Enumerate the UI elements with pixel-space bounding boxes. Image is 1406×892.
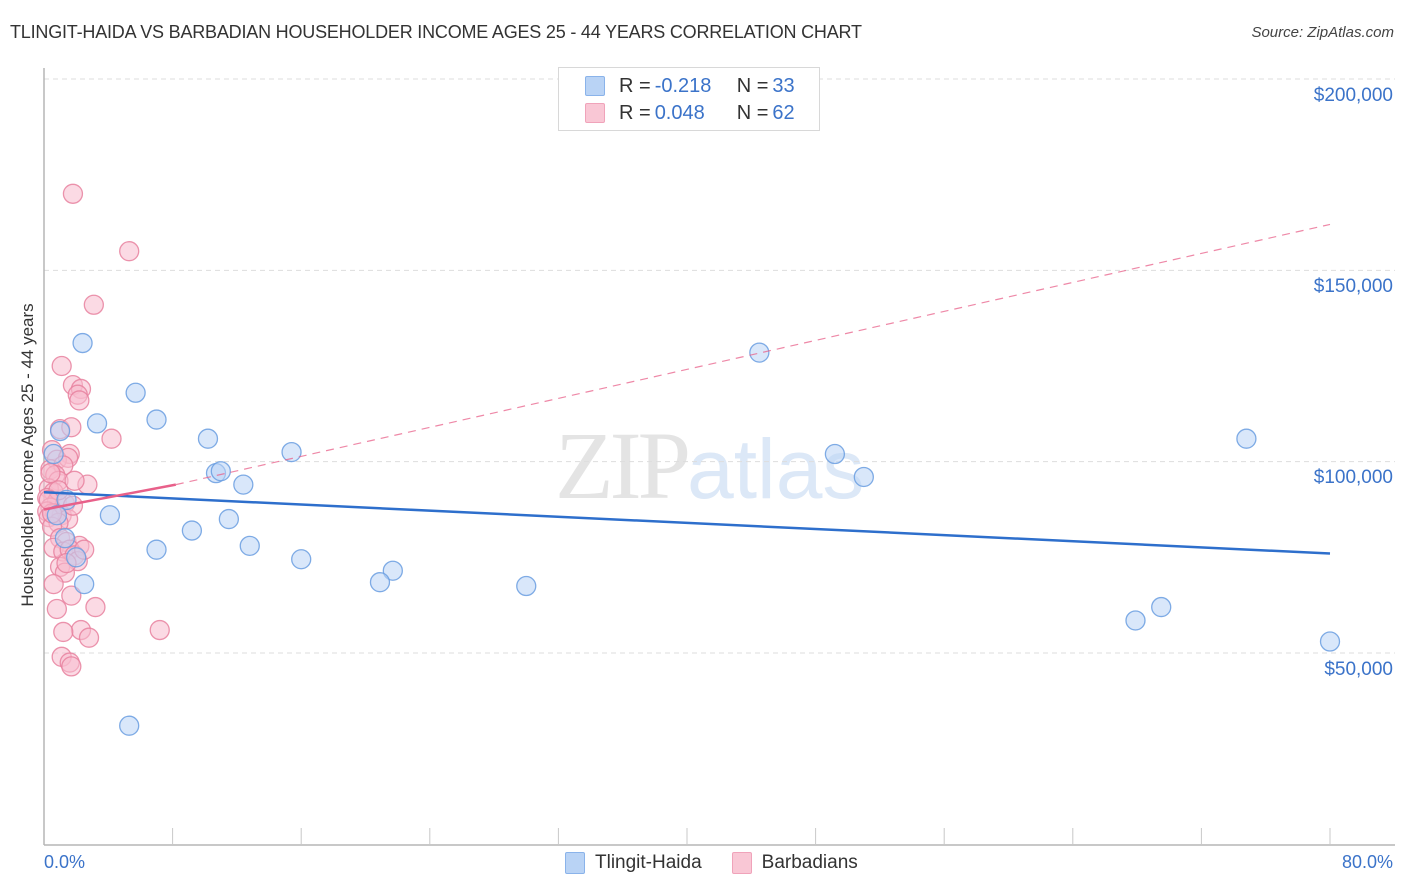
- data-point[interactable]: [382, 560, 403, 581]
- data-point[interactable]: [749, 342, 770, 363]
- data-point[interactable]: [853, 466, 874, 488]
- legend-row-barbadians: R = 0.048 N = 62: [585, 101, 795, 125]
- y-tick-200k: $200,000: [1313, 85, 1393, 106]
- data-point[interactable]: [83, 294, 104, 315]
- trend-lines: [43, 223, 1331, 555]
- x-tick-max: 80.0%: [1341, 852, 1393, 872]
- data-point[interactable]: [146, 409, 167, 430]
- data-point[interactable]: [49, 420, 71, 442]
- n-label: N =: [736, 101, 769, 124]
- data-point[interactable]: [53, 621, 74, 643]
- y-tick-50k: $50,000: [1324, 659, 1393, 680]
- data-point[interactable]: [86, 413, 108, 434]
- data-point[interactable]: [1236, 428, 1257, 449]
- data-point[interactable]: [46, 505, 68, 526]
- legend-item-tlingit-haida[interactable]: Tlingit-Haida: [565, 852, 702, 874]
- data-point[interactable]: [99, 505, 121, 526]
- data-point[interactable]: [62, 183, 84, 204]
- r-value: 0.048: [654, 101, 705, 124]
- data-point[interactable]: [516, 575, 537, 597]
- data-point[interactable]: [1125, 610, 1146, 631]
- data-point[interactable]: [369, 572, 391, 593]
- legend-label: Tlingit-Haida: [595, 852, 702, 873]
- x-tick-min: 0.0%: [44, 852, 86, 872]
- source-label: Source: ZipAtlas.com: [1251, 24, 1394, 41]
- n-value: 62: [772, 101, 795, 124]
- data-point[interactable]: [66, 547, 87, 568]
- data-point[interactable]: [61, 656, 82, 677]
- data-point[interactable]: [197, 428, 219, 449]
- data-point[interactable]: [69, 390, 90, 411]
- series-legend: Tlingit-Haida Barbadians: [565, 852, 888, 874]
- data-point[interactable]: [125, 382, 146, 403]
- data-point[interactable]: [239, 535, 260, 557]
- n-label: N =: [736, 74, 769, 97]
- data-point[interactable]: [233, 474, 254, 495]
- data-point[interactable]: [72, 332, 93, 354]
- data-point[interactable]: [54, 528, 76, 549]
- data-point[interactable]: [181, 520, 203, 541]
- legend-item-barbadians[interactable]: Barbadians: [731, 852, 858, 874]
- data-point[interactable]: [43, 573, 64, 595]
- data-point[interactable]: [149, 619, 170, 641]
- blue-swatch-icon: [585, 76, 605, 96]
- axes: [43, 68, 1395, 846]
- data-point[interactable]: [61, 585, 82, 606]
- data-point[interactable]: [119, 241, 140, 262]
- data-point[interactable]: [43, 443, 64, 465]
- pink-swatch-icon: [731, 852, 752, 874]
- tlingit-haida-points: [43, 332, 1341, 736]
- n-value: 33: [772, 74, 795, 97]
- data-point[interactable]: [85, 596, 106, 618]
- r-label: R =: [619, 101, 651, 124]
- data-point[interactable]: [281, 441, 302, 463]
- data-point[interactable]: [46, 598, 68, 620]
- data-point[interactable]: [210, 461, 231, 482]
- chart-title: TLINGIT-HAIDA VS BARBADIAN HOUSEHOLDER I…: [10, 22, 862, 42]
- legend-label: Barbadians: [761, 852, 858, 873]
- data-point[interactable]: [78, 627, 100, 648]
- data-point[interactable]: [74, 573, 95, 595]
- pink-swatch-icon: [585, 103, 605, 123]
- data-point[interactable]: [1151, 596, 1172, 618]
- data-point[interactable]: [146, 539, 167, 560]
- data-point[interactable]: [101, 428, 122, 449]
- data-point[interactable]: [51, 355, 72, 377]
- blue-swatch-icon: [565, 852, 585, 874]
- y-tick-150k: $150,000: [1313, 276, 1393, 297]
- data-point[interactable]: [40, 462, 61, 484]
- data-point[interactable]: [1319, 631, 1341, 652]
- gridlines: [44, 78, 1395, 654]
- data-point[interactable]: [218, 508, 240, 530]
- r-label: R =: [619, 74, 651, 97]
- r-value: -0.218: [654, 74, 712, 97]
- data-point[interactable]: [824, 443, 846, 465]
- legend-row-tlingit-haida: R = -0.218 N = 33: [585, 74, 795, 98]
- y-tick-100k: $100,000: [1313, 467, 1393, 488]
- data-point[interactable]: [291, 549, 312, 570]
- y-axis-label: Householder Income Ages 25 - 44 years: [18, 303, 37, 607]
- data-point[interactable]: [119, 715, 140, 736]
- correlation-legend: R = -0.218 N = 33 R = 0.048 N = 62: [558, 67, 820, 131]
- data-point[interactable]: [64, 470, 85, 491]
